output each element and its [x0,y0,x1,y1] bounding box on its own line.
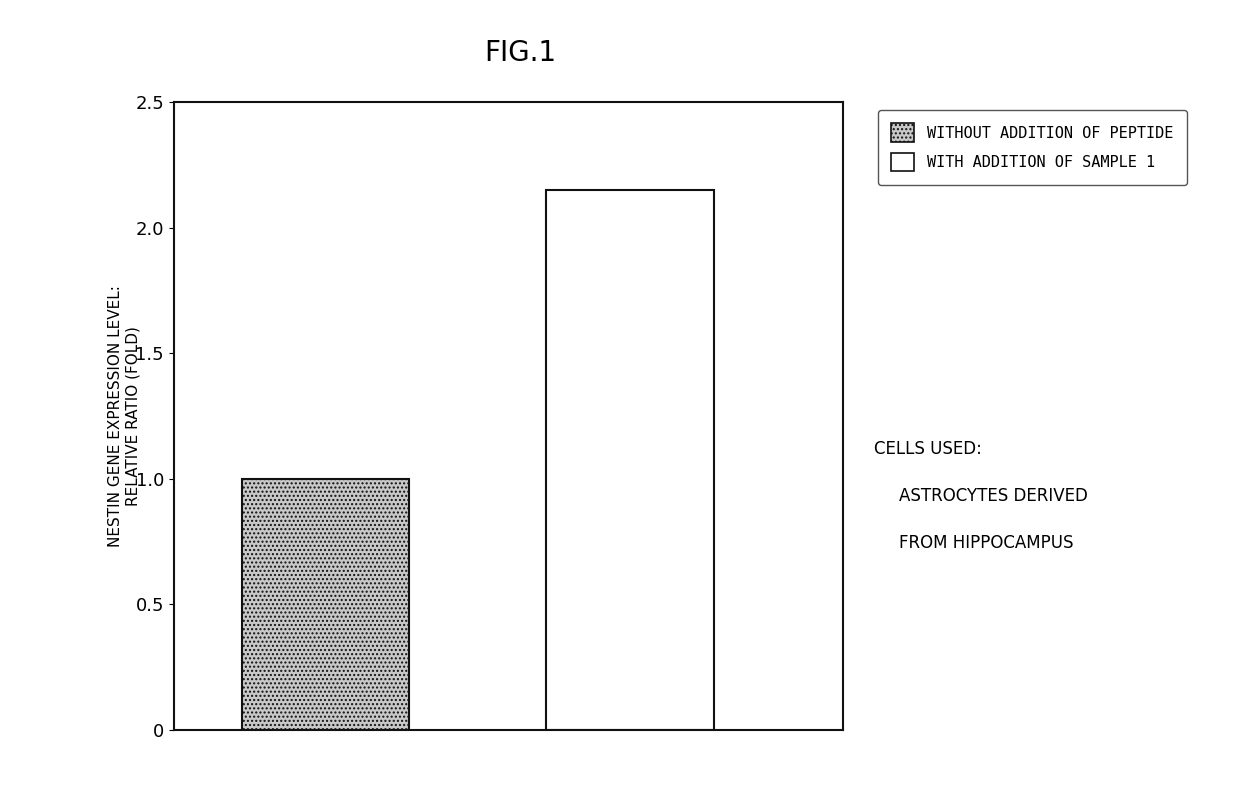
Text: FROM HIPPOCAMPUS: FROM HIPPOCAMPUS [899,534,1074,552]
Text: FIG.1: FIG.1 [485,39,557,68]
Bar [547,190,714,730]
Bar [242,479,409,730]
Y-axis label: NESTIN GENE EXPRESSION LEVEL:
RELATIVE RATIO (FOLD): NESTIN GENE EXPRESSION LEVEL: RELATIVE R… [108,285,140,547]
Text: CELLS USED:: CELLS USED: [874,440,982,458]
Text: ASTROCYTES DERIVED: ASTROCYTES DERIVED [899,487,1087,505]
Legend: WITHOUT ADDITION OF PEPTIDE, WITH ADDITION OF SAMPLE 1: WITHOUT ADDITION OF PEPTIDE, WITH ADDITI… [878,110,1187,185]
